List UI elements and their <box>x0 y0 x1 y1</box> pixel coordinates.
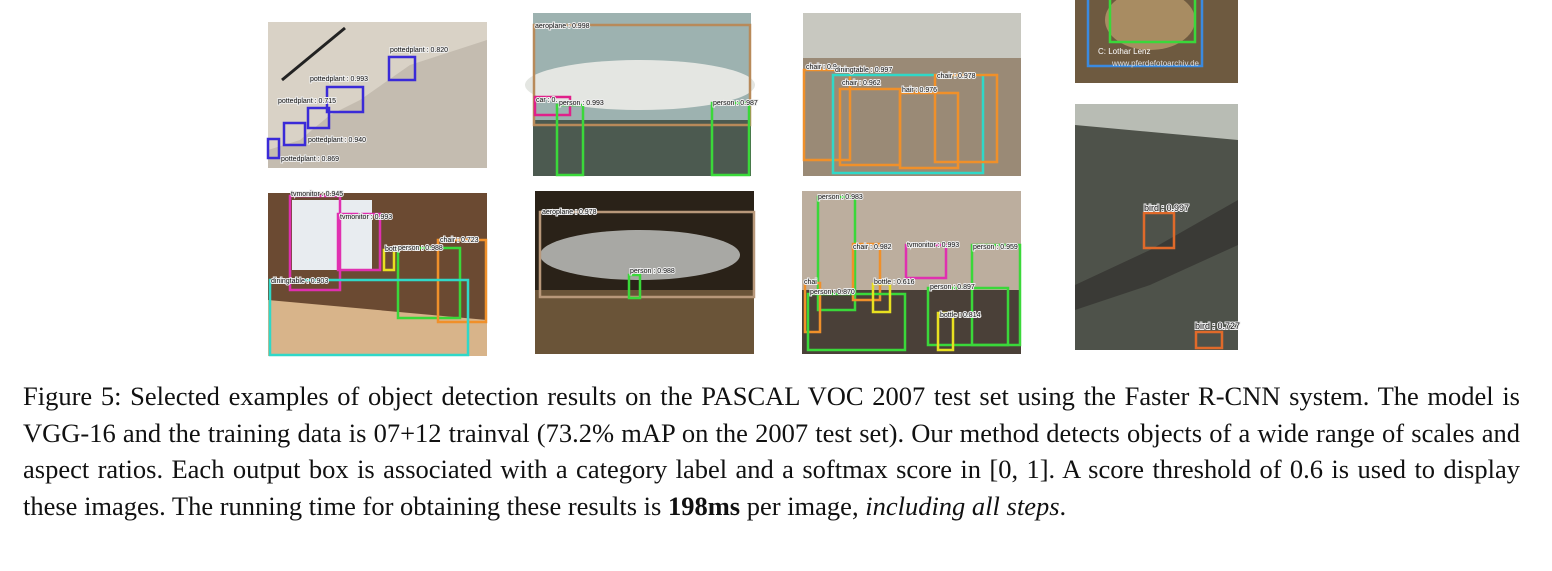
detection-box <box>306 106 331 130</box>
detection-label: bird : 0.997 <box>1144 203 1189 213</box>
detection-box <box>266 137 281 160</box>
caption-text: . <box>1059 490 1067 521</box>
caption-text: Selected examples of object detection re… <box>23 381 1520 521</box>
detection-label: chair : 0.982 <box>853 244 892 251</box>
detection-label: chair : 0.962 <box>842 80 881 87</box>
image-content <box>802 290 1021 354</box>
detection-label: person : 0.983 <box>818 194 863 201</box>
detection-box <box>555 103 585 177</box>
detection-label: person : 0.993 <box>559 100 604 107</box>
image-content <box>292 200 372 270</box>
detection-box <box>831 73 985 175</box>
figure-caption: Figure 5: Selected examples of object de… <box>23 378 1520 524</box>
image-content <box>540 230 740 280</box>
detection-label: tvmonitor : 0.945 <box>291 191 343 198</box>
detection-box <box>898 91 960 170</box>
image-panel: bird : 0.997 bird : 0.727 <box>1075 104 1241 350</box>
detection-label: bott <box>385 246 397 253</box>
detection-box <box>268 278 470 357</box>
detection-box <box>933 73 999 164</box>
image-panel: aeroplane : 0.998 car : 0. person : 0.99… <box>525 13 759 177</box>
image-panel: tvmonitor : 0.945 tvmonitor : 0.993 bott… <box>268 190 488 357</box>
detection-label: aeroplane : 0.978 <box>542 209 597 216</box>
detection-label: diningtable : 0.997 <box>835 67 892 74</box>
detection-box <box>532 23 752 127</box>
image-content <box>1075 104 1238 140</box>
detection-label: chair : 0.9 <box>806 64 837 71</box>
detection-box <box>538 210 756 299</box>
detection-label: person : 0.959 <box>973 244 1018 251</box>
detection-box <box>396 246 462 320</box>
detection-label: pottedplant : 0.869 <box>281 156 339 163</box>
image-content <box>525 60 755 110</box>
detection-box <box>851 242 882 302</box>
detection-box <box>806 292 907 352</box>
caption-italic: including all steps <box>865 490 1060 521</box>
detection-label: car : 0. <box>536 97 557 104</box>
detection-box <box>802 68 852 162</box>
detection-box <box>282 121 307 147</box>
image-content <box>1075 200 1238 310</box>
image-content <box>268 300 487 356</box>
image-panel: aeroplane : 0.978 person : 0.988 <box>535 191 756 354</box>
detection-label: pottedplant : 0.940 <box>308 137 366 144</box>
detection-label: pottedplant : 0.993 <box>310 76 368 83</box>
detection-box <box>1142 211 1176 250</box>
detection-label: person : 0.870 <box>810 289 855 296</box>
image-content <box>281 26 346 82</box>
detection-label: chair : 0.978 <box>937 73 976 80</box>
image-content <box>1105 0 1195 50</box>
detection-box <box>710 101 751 177</box>
image-panel: pottedplant : 0.820 pottedplant : 0.993 … <box>266 22 487 168</box>
image-panel: chair : 0.9 diningtable : 0.997 chair : … <box>802 13 1021 176</box>
image-content <box>803 13 1021 58</box>
image-content <box>533 120 751 176</box>
detection-box <box>803 281 822 334</box>
caption-bold: 198ms <box>667 490 741 521</box>
detection-label: person : 0.897 <box>930 284 975 291</box>
detection-label: tvmonitor : 0.993 <box>340 214 392 221</box>
detection-label: bottle : 0.814 <box>940 312 981 319</box>
detection-box <box>1194 330 1224 350</box>
image-panel: person : 0.983 chair : 0.982 tvmonitor :… <box>802 191 1022 354</box>
detection-label: person : 0.988 <box>630 268 675 275</box>
detection-box <box>871 282 892 314</box>
detection-box <box>1086 0 1204 68</box>
watermark: www.pferdefotoarchiv.de <box>1111 59 1200 68</box>
detection-box <box>387 55 417 82</box>
detection-label: person : 0.988 <box>398 245 443 252</box>
detection-box <box>936 311 955 352</box>
detection-box <box>627 273 642 300</box>
detection-label: person : 0.987 <box>713 100 758 107</box>
caption-text: per image, <box>746 490 859 521</box>
detection-box <box>325 85 365 114</box>
detection-label: bottle : 0.616 <box>874 279 915 286</box>
image-panel: C: Lothar Lenz www.pferdefotoarchiv.de <box>1075 0 1238 83</box>
detection-box <box>816 195 857 312</box>
figure-images: pottedplant : 0.820 pottedplant : 0.993 … <box>266 0 1241 357</box>
detection-label: pottedplant : 0.820 <box>390 47 448 54</box>
caption-label: Figure 5: <box>23 381 122 411</box>
detection-label: diningtable : 0.903 <box>271 278 328 285</box>
detection-label: tvmonitor : 0.993 <box>907 242 959 249</box>
image-content <box>268 40 487 168</box>
detection-label: aeroplane : 0.998 <box>535 23 590 30</box>
detection-box <box>288 194 342 292</box>
detection-box <box>926 286 1010 347</box>
detection-box <box>382 248 396 272</box>
detection-box <box>904 243 948 280</box>
detection-label: pottedplant : 0.715 <box>278 98 336 105</box>
detection-label: chai <box>804 279 817 286</box>
detection-label: hair : 0.976 <box>902 87 937 94</box>
image-content <box>535 290 754 354</box>
detection-label: bird : 0.727 <box>1195 321 1240 331</box>
detection-box <box>1108 0 1197 44</box>
detection-label: chair : 0.723 <box>440 237 479 244</box>
detection-box <box>336 212 382 272</box>
watermark: C: Lothar Lenz <box>1098 47 1150 56</box>
